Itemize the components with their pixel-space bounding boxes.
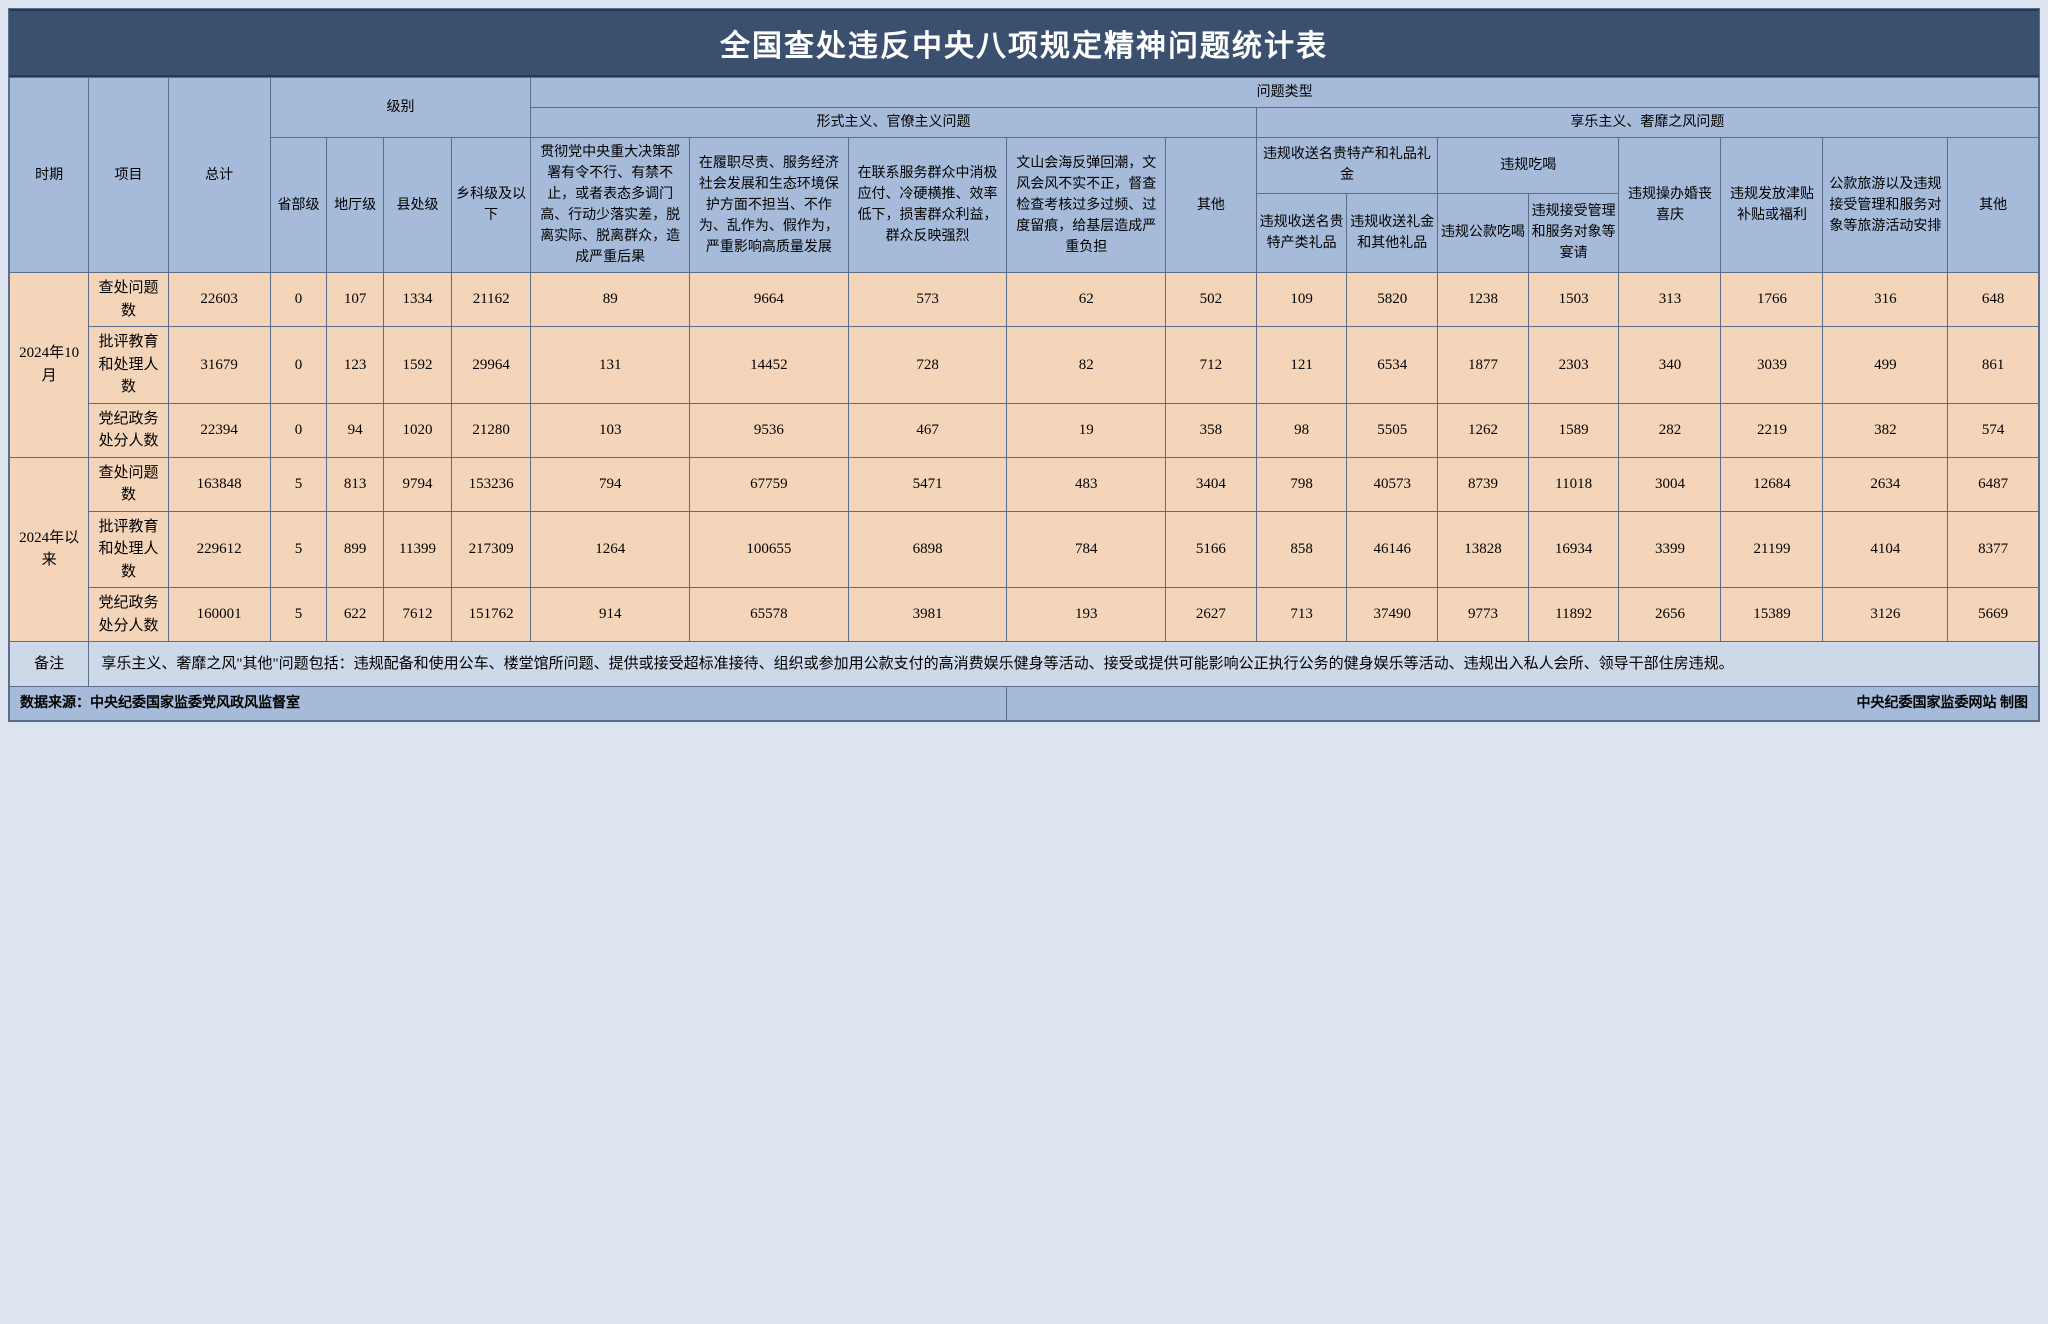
header-row-3: 省部级 地厅级 县处级 乡科级及以下 贯彻党中央重大决策部署有令不行、有禁不止，… — [10, 138, 2039, 194]
col-f1: 贯彻党中央重大决策部署有令不行、有禁不止，或者表态多调门高、行动少落实差，脱离实… — [531, 138, 690, 273]
col-gifts: 违规收送名贵特产和礼品礼金 — [1256, 138, 1437, 194]
col-formalism: 形式主义、官僚主义问题 — [531, 108, 1256, 138]
col-eat-sub1: 违规公款吃喝 — [1438, 193, 1529, 272]
period-label: 2024年以来 — [10, 457, 89, 642]
row-label: 查处问题数 — [89, 457, 168, 511]
col-township: 乡科级及以下 — [452, 138, 531, 273]
col-total: 总计 — [168, 78, 270, 273]
note-row: 备注 享乐主义、奢靡之风"其他"问题包括：违规配备和使用公车、楼堂馆所问题、提供… — [10, 642, 2039, 687]
note-label: 备注 — [10, 642, 89, 687]
row-label: 批评教育和处理人数 — [89, 511, 168, 588]
col-subsidy: 违规发放津贴补贴或福利 — [1721, 138, 1823, 273]
row-label: 批评教育和处理人数 — [89, 327, 168, 404]
data-row: 党纪政务处分人数 2239409410202128010395364671935… — [10, 403, 2039, 457]
col-f2: 在履职尽责、服务经济社会发展和生态环境保护方面不担当、不作为、乱作为、假作为，严… — [690, 138, 849, 273]
source-text: 数据来源：中央纪委国家监委党风政风监督室 — [10, 687, 1007, 721]
period-label: 2024年10月 — [10, 273, 89, 458]
note-text: 享乐主义、奢靡之风"其他"问题包括：违规配备和使用公车、楼堂馆所问题、提供或接受… — [89, 642, 2039, 687]
col-provincial: 省部级 — [270, 138, 327, 273]
col-problem-type: 问题类型 — [531, 78, 2039, 108]
header-row-1: 时期 项目 总计 级别 问题类型 — [10, 78, 2039, 108]
col-eat-sub2: 违规接受管理和服务对象等宴请 — [1528, 193, 1619, 272]
data-row: 党纪政务处分人数 1600015622761215176291465578398… — [10, 588, 2039, 642]
col-gift-sub1: 违规收送名贵特产类礼品 — [1256, 193, 1347, 272]
col-eating: 违规吃喝 — [1438, 138, 1619, 194]
row-label: 查处问题数 — [89, 273, 168, 327]
col-item: 项目 — [89, 78, 168, 273]
col-h-other: 其他 — [1948, 138, 2039, 273]
col-f4: 文山会海反弹回潮，文风会风不实不正，督查检查考核过多过频、过度留痕，给基层造成严… — [1007, 138, 1166, 273]
data-row: 批评教育和处理人数 229612589911399217309126410065… — [10, 511, 2039, 588]
col-level: 级别 — [270, 78, 531, 138]
data-row: 2024年以来 查处问题数 16384858139794153236794677… — [10, 457, 2039, 511]
statistics-table: 时期 项目 总计 级别 问题类型 形式主义、官僚主义问题 享乐主义、奢靡之风问题… — [9, 77, 2039, 721]
row-label: 党纪政务处分人数 — [89, 588, 168, 642]
row-label: 党纪政务处分人数 — [89, 403, 168, 457]
col-period: 时期 — [10, 78, 89, 273]
table-container: 全国查处违反中央八项规定精神问题统计表 时期 项目 总计 级别 问题类型 形式主… — [8, 8, 2040, 722]
credit-text: 中央纪委国家监委网站 制图 — [1007, 687, 2039, 721]
col-department: 地厅级 — [327, 138, 384, 273]
col-hedonism: 享乐主义、奢靡之风问题 — [1256, 108, 2038, 138]
data-row: 批评教育和处理人数 316790123159229964131144527288… — [10, 327, 2039, 404]
col-f3: 在联系服务群众中消极应付、冷硬横推、效率低下，损害群众利益，群众反映强烈 — [848, 138, 1007, 273]
col-gift-sub2: 违规收送礼金和其他礼品 — [1347, 193, 1438, 272]
footer-row: 数据来源：中央纪委国家监委党风政风监督室 中央纪委国家监委网站 制图 — [10, 687, 2039, 721]
col-wedding: 违规操办婚丧喜庆 — [1619, 138, 1721, 273]
page-title: 全国查处违反中央八项规定精神问题统计表 — [9, 9, 2039, 77]
col-travel: 公款旅游以及违规接受管理和服务对象等旅游活动安排 — [1823, 138, 1948, 273]
data-row: 2024年10月 查处问题数 2260301071334211628996645… — [10, 273, 2039, 327]
col-county: 县处级 — [384, 138, 452, 273]
col-f5: 其他 — [1166, 138, 1257, 273]
